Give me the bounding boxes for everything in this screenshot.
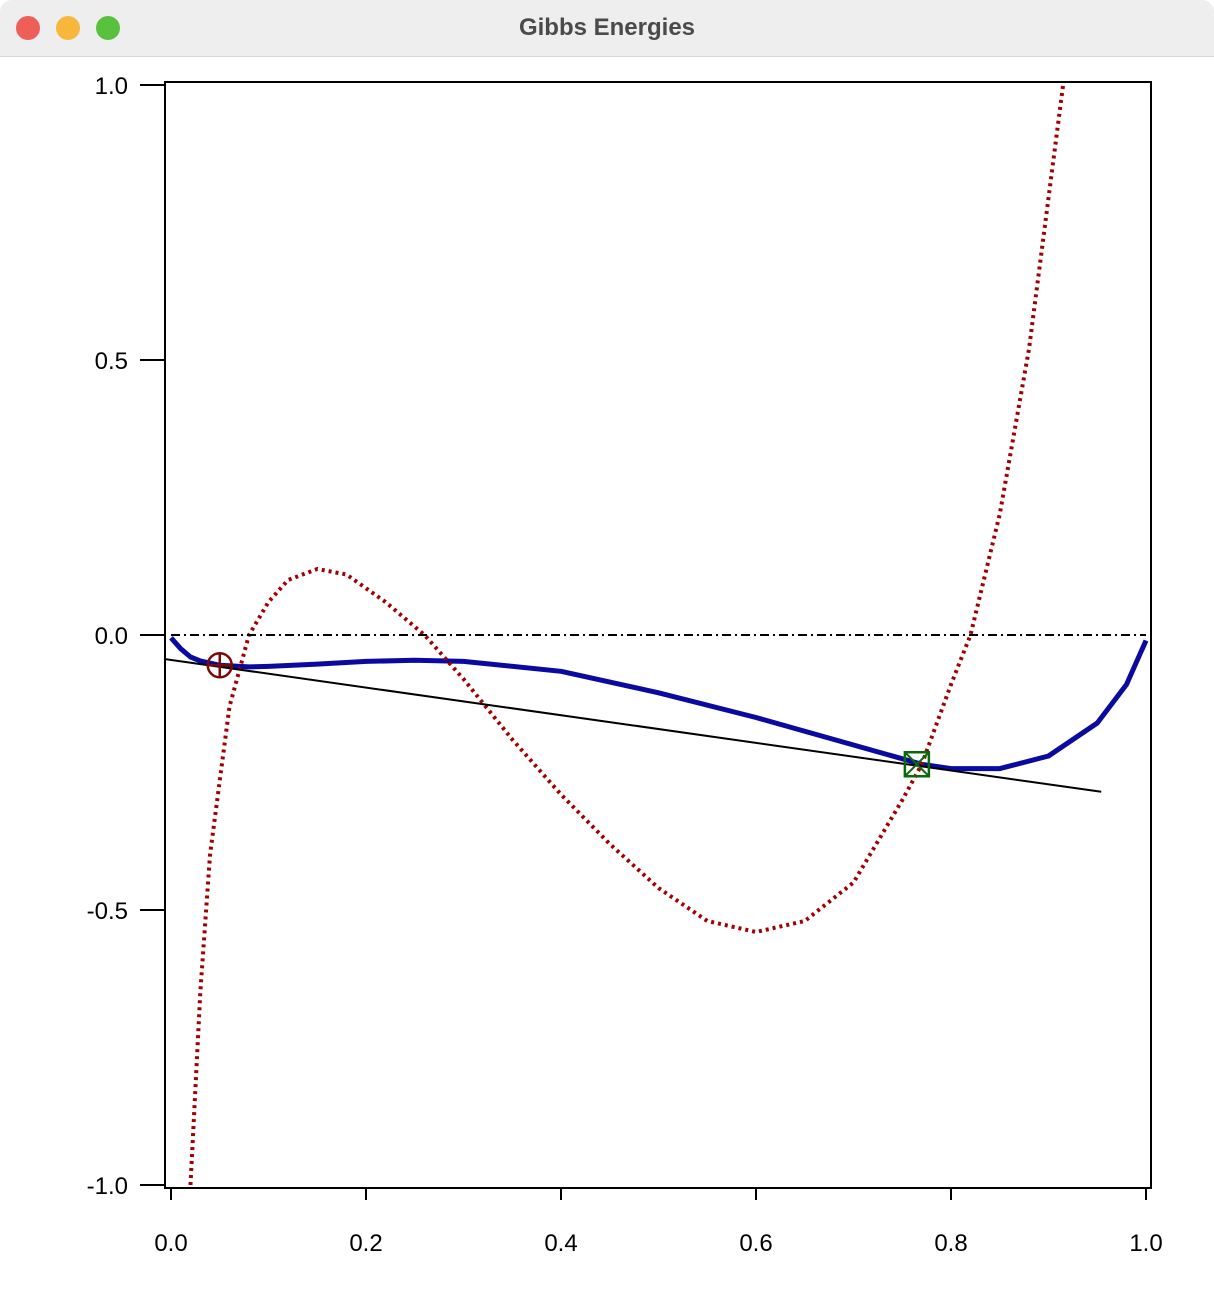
series-solid-thick <box>169 636 1149 772</box>
y-tick-label: -1.0 <box>87 1173 128 1200</box>
y-tick-label: 1.0 <box>95 73 128 100</box>
square-x-marker-d2 <box>904 751 930 777</box>
x-tick-label: 0.8 <box>934 1230 967 1257</box>
x-tick-label: 1.0 <box>1129 1230 1162 1257</box>
y-tick-label: 0.0 <box>95 623 128 650</box>
chart: 0.0 0.2 0.4 0.6 0.8 1.0 1.0 0.5 0.0 -0.5 -1.0 <box>87 73 1163 1257</box>
title-bar: Gibbs Energies <box>0 0 1214 57</box>
x-tick-label: 0.2 <box>349 1230 382 1257</box>
window-title: Gibbs Energies <box>518 14 696 41</box>
x-tick-label: 0.6 <box>739 1230 772 1257</box>
zoom-button[interactable] <box>96 16 120 40</box>
square-x-marker <box>903 751 931 778</box>
minimize-button[interactable] <box>56 16 80 40</box>
y-tick-label: -0.5 <box>87 898 128 925</box>
series-tangent-line <box>166 658 1102 793</box>
series-dotted <box>188 84 1066 1186</box>
x-tick-label: 0.4 <box>544 1230 577 1257</box>
x-tick-label: 0.0 <box>154 1230 187 1257</box>
y-tick-label: 0.5 <box>95 348 128 375</box>
close-button[interactable] <box>16 16 40 40</box>
